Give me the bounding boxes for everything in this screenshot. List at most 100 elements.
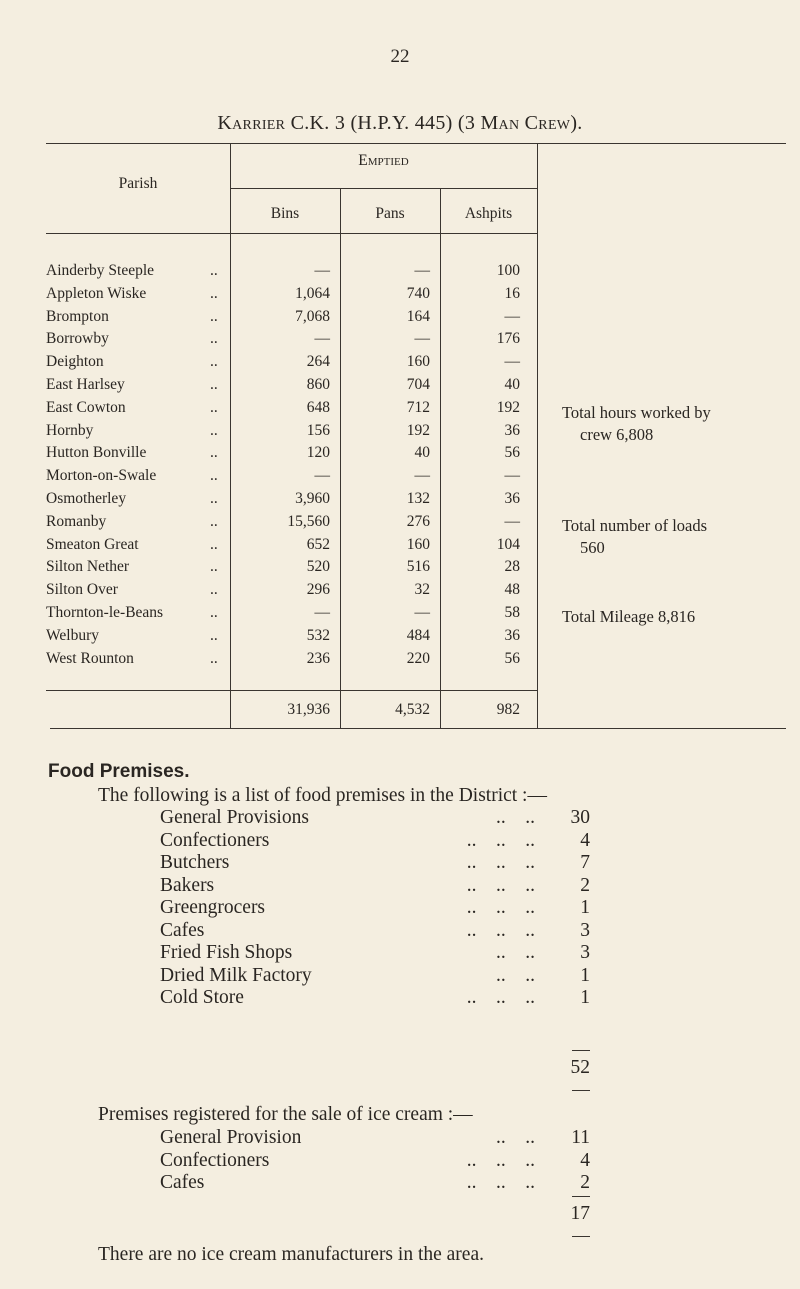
note-mileage: Total Mileage 8,816: [562, 607, 696, 626]
pans-value: 164: [406, 307, 430, 325]
ashpits-value: 100: [496, 262, 520, 279]
premises-type: Bakers: [160, 874, 215, 896]
leader-dots: ..: [210, 262, 218, 279]
table-row: East Harlsey.. 860 704 40: [0, 376, 800, 398]
ashpits-value: 48: [504, 581, 521, 599]
ashpits-value: 176: [496, 330, 520, 348]
bins-value: 156: [306, 421, 330, 439]
premises-type: Cold Store: [160, 987, 244, 1008]
table-row: Silton Nether.. 520 516 28: [0, 558, 800, 580]
parish-name: Osmotherley: [46, 490, 127, 507]
parish-name: Smeaton Great: [46, 535, 139, 553]
list-item: Cafes .. .. .. 2: [0, 1172, 800, 1196]
bins-value: —: [314, 467, 331, 485]
pans-value: —: [414, 330, 431, 348]
header-bins: Bins: [270, 205, 300, 222]
leader-dots: .. .. ..: [466, 987, 535, 1008]
leader-dots: ..: [210, 604, 218, 621]
parish-name: Borrowby: [46, 330, 109, 348]
leader-dots: ..: [210, 558, 218, 576]
pans-value: 132: [406, 490, 430, 507]
bins-value: 532: [306, 626, 330, 644]
leader-dots: ..: [210, 284, 218, 302]
table-row: Ainderby Steeple.. — — 100: [0, 262, 800, 284]
parish-name: Appleton Wiske: [46, 284, 147, 302]
pans-value: —: [414, 604, 431, 621]
parish-name: Hutton Bonville: [46, 444, 147, 462]
leader-dots: ..: [210, 467, 218, 485]
list-item: Dried Milk Factory .. .. 1: [0, 965, 800, 989]
ashpits-value: 192: [496, 398, 520, 416]
premises-count: 2: [580, 874, 590, 896]
bins-value: 15,560: [287, 512, 330, 530]
bins-value: —: [314, 604, 331, 621]
pans-value: 484: [406, 626, 430, 644]
table-row: Appleton Wiske.. 1,064 740 16: [0, 285, 800, 307]
bins-value: 1,064: [295, 284, 330, 302]
table-row: West Rounton.. 236 220 56: [0, 650, 800, 672]
premises-type: Dried Milk Factory: [160, 964, 312, 986]
col-divider: [440, 188, 441, 728]
table-row: Welbury.. 532 484 36: [0, 627, 800, 649]
premises-type: General Provisions: [160, 807, 309, 828]
sum-rule: [572, 1196, 590, 1197]
ashpits-value: 56: [504, 649, 521, 667]
leader-dots: ..: [210, 444, 218, 462]
leader-dots: ..: [210, 353, 218, 371]
page-title: Karrier C.K. 3 (H.P.Y. 445) (3 Man Crew)…: [217, 112, 583, 134]
page-number: 22: [390, 46, 410, 67]
premises-type: Confectioners: [160, 1149, 270, 1171]
leader-dots: ..: [210, 649, 218, 667]
leader-dots: ..: [210, 307, 218, 325]
pans-value: 32: [414, 581, 431, 599]
table-row: Osmotherley.. 3,960 132 36: [0, 490, 800, 512]
sum-rule: [572, 1050, 590, 1051]
leader-dots: ..: [210, 421, 218, 439]
list-item: General Provisions .. .. 30: [0, 807, 800, 831]
table-top-rule: [46, 143, 786, 144]
bins-value: 648: [306, 398, 330, 416]
list-item: Butchers .. .. .. 7: [0, 852, 800, 876]
ashpits-value: —: [504, 353, 521, 371]
table-row: Silton Over.. 296 32 48: [0, 581, 800, 603]
header-emptied: Emptied: [358, 152, 409, 169]
leader-dots: .. .. ..: [466, 897, 535, 918]
col-divider: [537, 143, 538, 728]
total-ashpits: 982: [496, 701, 520, 718]
leader-dots: ..: [210, 490, 218, 507]
leader-dots: .. ..: [496, 942, 535, 963]
footer-text: There are no ice cream manufacturers in …: [98, 1244, 484, 1265]
pans-value: —: [414, 262, 431, 279]
premises-type: Fried Fish Shops: [160, 942, 293, 963]
leader-dots: .. .. ..: [466, 852, 535, 873]
parish-name: Silton Over: [46, 581, 118, 599]
parish-name: Hornby: [46, 421, 94, 439]
header-bottom-rule: [46, 233, 537, 234]
col-divider: [340, 188, 341, 728]
note-loads-value: 560: [580, 538, 605, 557]
list-item: General Provision .. .. 11: [0, 1127, 800, 1151]
bins-value: 3,960: [295, 490, 330, 507]
note-hours-value: crew 6,808: [580, 425, 654, 444]
leader-dots: .. .. ..: [466, 1172, 535, 1193]
premises-count: 1: [580, 987, 590, 1008]
premises-count: 1: [580, 964, 590, 986]
section-heading: Food Premises.: [48, 761, 190, 782]
pans-value: —: [414, 467, 431, 485]
ashpits-value: 36: [504, 421, 521, 439]
parish-name: Ainderby Steeple: [46, 262, 155, 279]
ice-cream-total: 17: [570, 1203, 591, 1224]
bins-value: —: [314, 330, 331, 348]
premises-count: 11: [571, 1127, 590, 1148]
pans-value: 40: [414, 444, 431, 462]
list-item: Bakers .. .. .. 2: [0, 875, 800, 899]
pans-value: 220: [406, 649, 430, 667]
parish-name: Brompton: [46, 307, 109, 325]
table-bottom-rule: [50, 728, 786, 729]
premises-type: Butchers: [160, 852, 230, 873]
food-total: 52: [570, 1057, 591, 1078]
premises-count: 1: [580, 897, 590, 918]
bins-value: 236: [306, 649, 330, 667]
pans-value: 704: [406, 376, 430, 393]
bins-value: 120: [306, 444, 330, 462]
